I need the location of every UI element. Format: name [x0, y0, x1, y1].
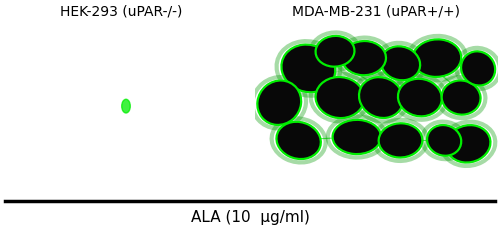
Ellipse shape — [442, 80, 480, 115]
Ellipse shape — [122, 99, 130, 113]
Ellipse shape — [342, 41, 386, 75]
Ellipse shape — [316, 36, 354, 67]
Ellipse shape — [412, 39, 461, 77]
Text: MDA-MB-231 (uPAR+/+): MDA-MB-231 (uPAR+/+) — [292, 4, 460, 18]
Ellipse shape — [398, 79, 442, 116]
Ellipse shape — [316, 77, 364, 118]
Ellipse shape — [258, 80, 301, 125]
Ellipse shape — [446, 125, 490, 163]
Ellipse shape — [359, 77, 403, 118]
Ellipse shape — [332, 120, 381, 154]
Ellipse shape — [378, 123, 422, 158]
Ellipse shape — [427, 125, 461, 156]
Text: ALA (10  μg/ml): ALA (10 μg/ml) — [190, 210, 310, 225]
Ellipse shape — [282, 44, 336, 92]
Text: HEK-293 (uPAR-/-): HEK-293 (uPAR-/-) — [60, 4, 182, 18]
Ellipse shape — [381, 46, 420, 80]
Ellipse shape — [461, 51, 495, 86]
Ellipse shape — [276, 122, 321, 159]
